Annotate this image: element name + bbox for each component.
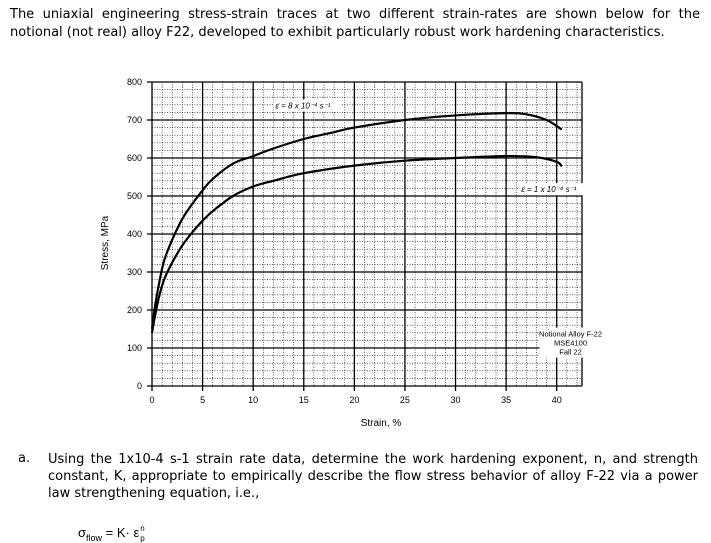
annotation-background: [519, 183, 588, 196]
strain-rate-label: ε̇ = 8 x 10⁻⁴ s⁻¹: [275, 102, 331, 111]
series-line-high-rate: [150, 111, 563, 330]
x-tick-label: 15: [299, 395, 309, 405]
y-axis-ticks: 0 100 200 300 400 500 600 700 800: [127, 77, 142, 391]
x-tick-label: 0: [149, 395, 154, 405]
stress-strain-chart: 0 100 200 300 400 500 600 700 800 0 5 10 15 20 25 30 35…: [100, 77, 602, 429]
minor-grid: [152, 82, 582, 386]
question-label: a.: [18, 451, 31, 466]
x-axis-label: Strain, %: [361, 418, 402, 429]
x-tick-label: 20: [349, 395, 359, 405]
y-tick-label: 300: [127, 267, 142, 277]
notional-alloy-label: Notional Alloy F-22: [539, 330, 602, 339]
question-text: Using the 1x10-4 s-1 strain rate data, d…: [48, 452, 698, 501]
y-tick-label: 400: [127, 229, 142, 239]
x-tick-label: 25: [400, 395, 410, 405]
equation-epsilon-sub: p: [140, 533, 145, 543]
legend-box-background: [539, 327, 602, 358]
annotations: ε̇ = 8 x 10⁻⁴ s⁻¹ ε̇ = 1 x 10⁻⁴ s⁻¹ Notion…: [273, 99, 602, 358]
equation-rhs: = K· ε: [102, 525, 140, 540]
equation-sigma: σ: [78, 525, 87, 540]
strain-rate-label: ε̇ = 1 x 10⁻⁴ s⁻¹: [521, 185, 577, 194]
y-tick-label: 800: [127, 77, 142, 87]
notional-alloy-label: MSE4100: [554, 339, 587, 348]
y-axis-label: Stress, MPa: [100, 215, 111, 270]
y-tick-label: 100: [127, 343, 142, 353]
x-tick-label: 5: [200, 395, 205, 405]
y-tick-label: 500: [127, 191, 142, 201]
curves: [150, 111, 563, 333]
series-line-low-rate: [150, 154, 563, 333]
major-grid: [147, 81, 583, 391]
equation-exponent: n: [140, 523, 145, 533]
y-tick-label: 700: [127, 115, 142, 125]
y-tick-label: 200: [127, 305, 142, 315]
x-tick-label: 10: [248, 395, 258, 405]
y-tick-label: 600: [127, 153, 142, 163]
x-tick-label: 35: [501, 395, 511, 405]
x-tick-label: 40: [552, 395, 562, 405]
intro-paragraph: The uniaxial engineering stress-strain t…: [10, 7, 700, 40]
x-axis-ticks: 0 5 10 15 20 25 30 35 40: [149, 395, 561, 405]
y-tick-label: 0: [137, 381, 142, 391]
notional-alloy-label: Fall 22: [559, 348, 582, 357]
x-tick-label: 30: [451, 395, 461, 405]
equation-sigma-sub: flow: [86, 533, 103, 543]
annotation-background: [273, 99, 342, 112]
